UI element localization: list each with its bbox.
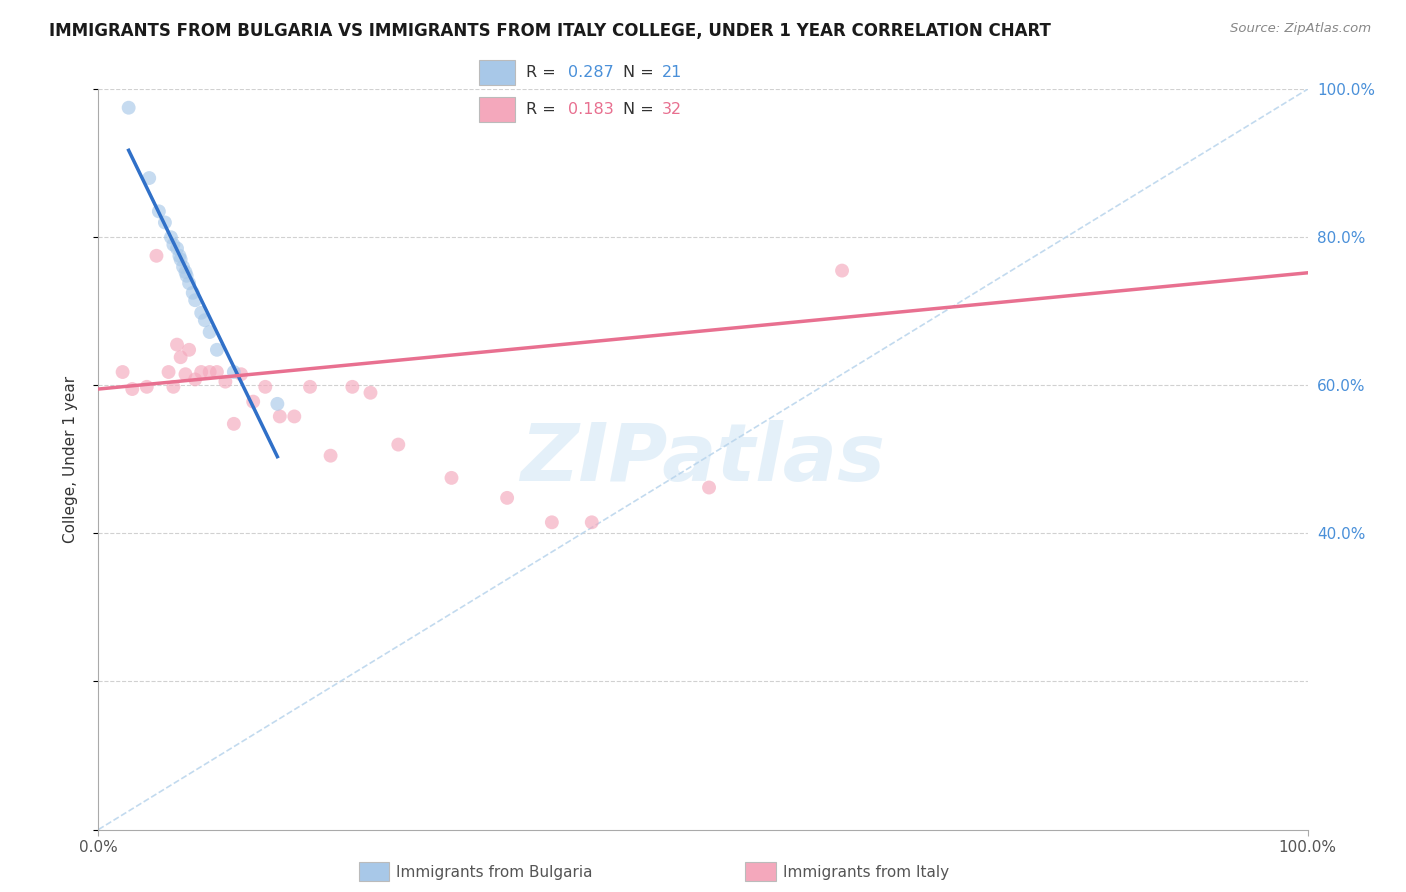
Point <box>387 437 409 451</box>
Point <box>198 325 221 339</box>
Point <box>184 293 207 308</box>
Text: ZIPatlas: ZIPatlas <box>520 420 886 499</box>
Text: 32: 32 <box>662 102 682 117</box>
Point <box>174 265 197 279</box>
Point <box>169 249 191 263</box>
Point <box>319 449 342 463</box>
FancyBboxPatch shape <box>479 61 515 86</box>
Point <box>831 263 853 277</box>
Point <box>222 417 245 431</box>
Point <box>283 409 305 424</box>
Text: IMMIGRANTS FROM BULGARIA VS IMMIGRANTS FROM ITALY COLLEGE, UNDER 1 YEAR CORRELAT: IMMIGRANTS FROM BULGARIA VS IMMIGRANTS F… <box>49 22 1052 40</box>
Point <box>697 481 720 495</box>
Point <box>229 368 252 382</box>
Point <box>169 350 191 364</box>
Text: 0.183: 0.183 <box>568 102 614 117</box>
Point <box>162 380 184 394</box>
Text: N =: N = <box>623 65 659 80</box>
Point <box>190 365 212 379</box>
Point <box>184 372 207 386</box>
Point <box>342 380 364 394</box>
Text: N =: N = <box>623 102 659 117</box>
Text: Immigrants from Bulgaria: Immigrants from Bulgaria <box>396 865 593 880</box>
Point <box>135 380 157 394</box>
Point <box>166 337 188 351</box>
Point <box>496 491 519 505</box>
Point <box>179 276 201 290</box>
Text: 0.287: 0.287 <box>568 65 614 80</box>
Point <box>254 380 277 394</box>
Point <box>121 382 143 396</box>
Point <box>157 365 180 379</box>
Point <box>190 306 212 320</box>
Point <box>266 397 288 411</box>
Point <box>205 365 228 379</box>
Text: 21: 21 <box>662 65 682 80</box>
Point <box>160 230 183 244</box>
Point <box>299 380 322 394</box>
Text: R =: R = <box>526 102 561 117</box>
Point <box>179 343 201 357</box>
Point <box>222 365 245 379</box>
Point <box>118 101 141 115</box>
Point <box>145 249 167 263</box>
Point <box>194 313 217 327</box>
Point <box>581 516 603 530</box>
Point <box>176 268 198 283</box>
Text: Immigrants from Italy: Immigrants from Italy <box>783 865 949 880</box>
Point <box>174 368 197 382</box>
Point <box>540 516 562 530</box>
Point <box>166 241 188 255</box>
Text: Source: ZipAtlas.com: Source: ZipAtlas.com <box>1230 22 1371 36</box>
Point <box>214 375 236 389</box>
Y-axis label: College, Under 1 year: College, Under 1 year <box>63 376 77 543</box>
Point <box>153 215 176 229</box>
Point <box>440 471 463 485</box>
FancyBboxPatch shape <box>479 96 515 122</box>
Point <box>148 204 170 219</box>
Point <box>138 171 160 186</box>
Point <box>172 260 194 274</box>
Point <box>162 237 184 252</box>
Point <box>198 365 221 379</box>
Point <box>205 343 228 357</box>
Point <box>360 385 382 400</box>
Point <box>169 252 191 267</box>
Text: R =: R = <box>526 65 561 80</box>
Point <box>111 365 134 379</box>
Point <box>181 285 204 300</box>
Point <box>242 394 264 409</box>
Point <box>269 409 291 424</box>
